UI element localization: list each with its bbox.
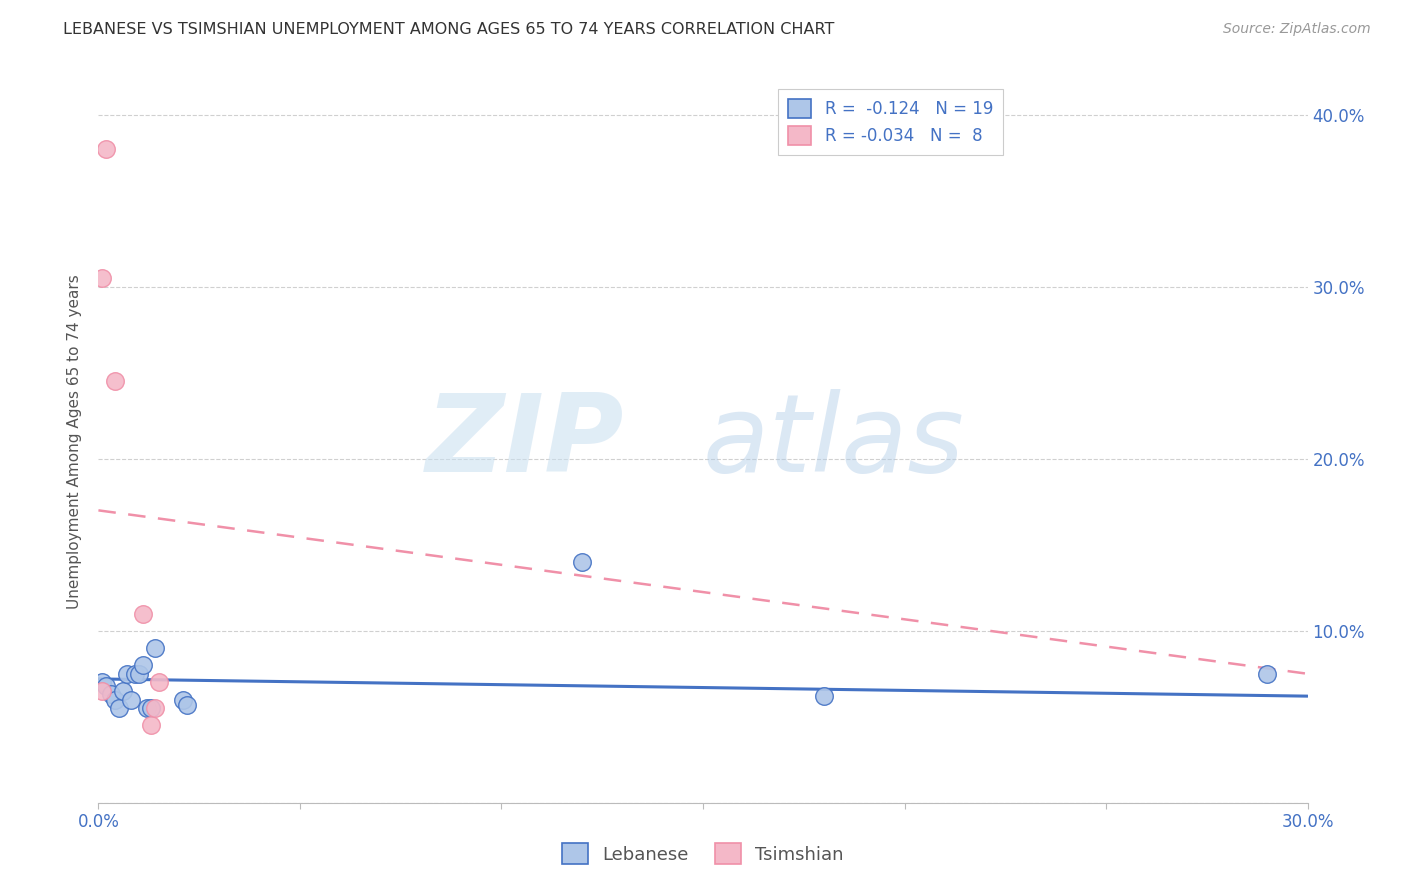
Point	[128, 666, 150, 681]
Legend: Lebanese, Tsimshian: Lebanese, Tsimshian	[554, 834, 852, 873]
Point	[139, 718, 162, 732]
Point	[103, 692, 125, 706]
Point	[172, 692, 194, 706]
Text: LEBANESE VS TSIMSHIAN UNEMPLOYMENT AMONG AGES 65 TO 74 YEARS CORRELATION CHART: LEBANESE VS TSIMSHIAN UNEMPLOYMENT AMONG…	[63, 22, 835, 37]
Point	[91, 271, 114, 285]
Point	[148, 675, 170, 690]
Point	[103, 375, 125, 389]
Point	[107, 701, 129, 715]
Point	[143, 640, 166, 655]
Point	[132, 607, 155, 621]
Point	[176, 698, 198, 712]
Point	[111, 684, 134, 698]
Point	[1256, 666, 1278, 681]
Point	[115, 666, 138, 681]
Point	[813, 689, 835, 703]
Text: atlas: atlas	[703, 389, 965, 494]
Point	[100, 687, 122, 701]
Point	[96, 142, 118, 156]
Point	[132, 658, 155, 673]
Point	[135, 701, 157, 715]
Point	[571, 555, 593, 569]
Point	[91, 684, 114, 698]
Point	[139, 701, 162, 715]
Text: ZIP: ZIP	[426, 389, 624, 494]
Y-axis label: Unemployment Among Ages 65 to 74 years: Unemployment Among Ages 65 to 74 years	[67, 274, 83, 609]
Point	[91, 675, 114, 690]
Point	[124, 666, 146, 681]
Point	[143, 701, 166, 715]
Point	[120, 692, 142, 706]
Text: Source: ZipAtlas.com: Source: ZipAtlas.com	[1223, 22, 1371, 37]
Point	[96, 679, 118, 693]
